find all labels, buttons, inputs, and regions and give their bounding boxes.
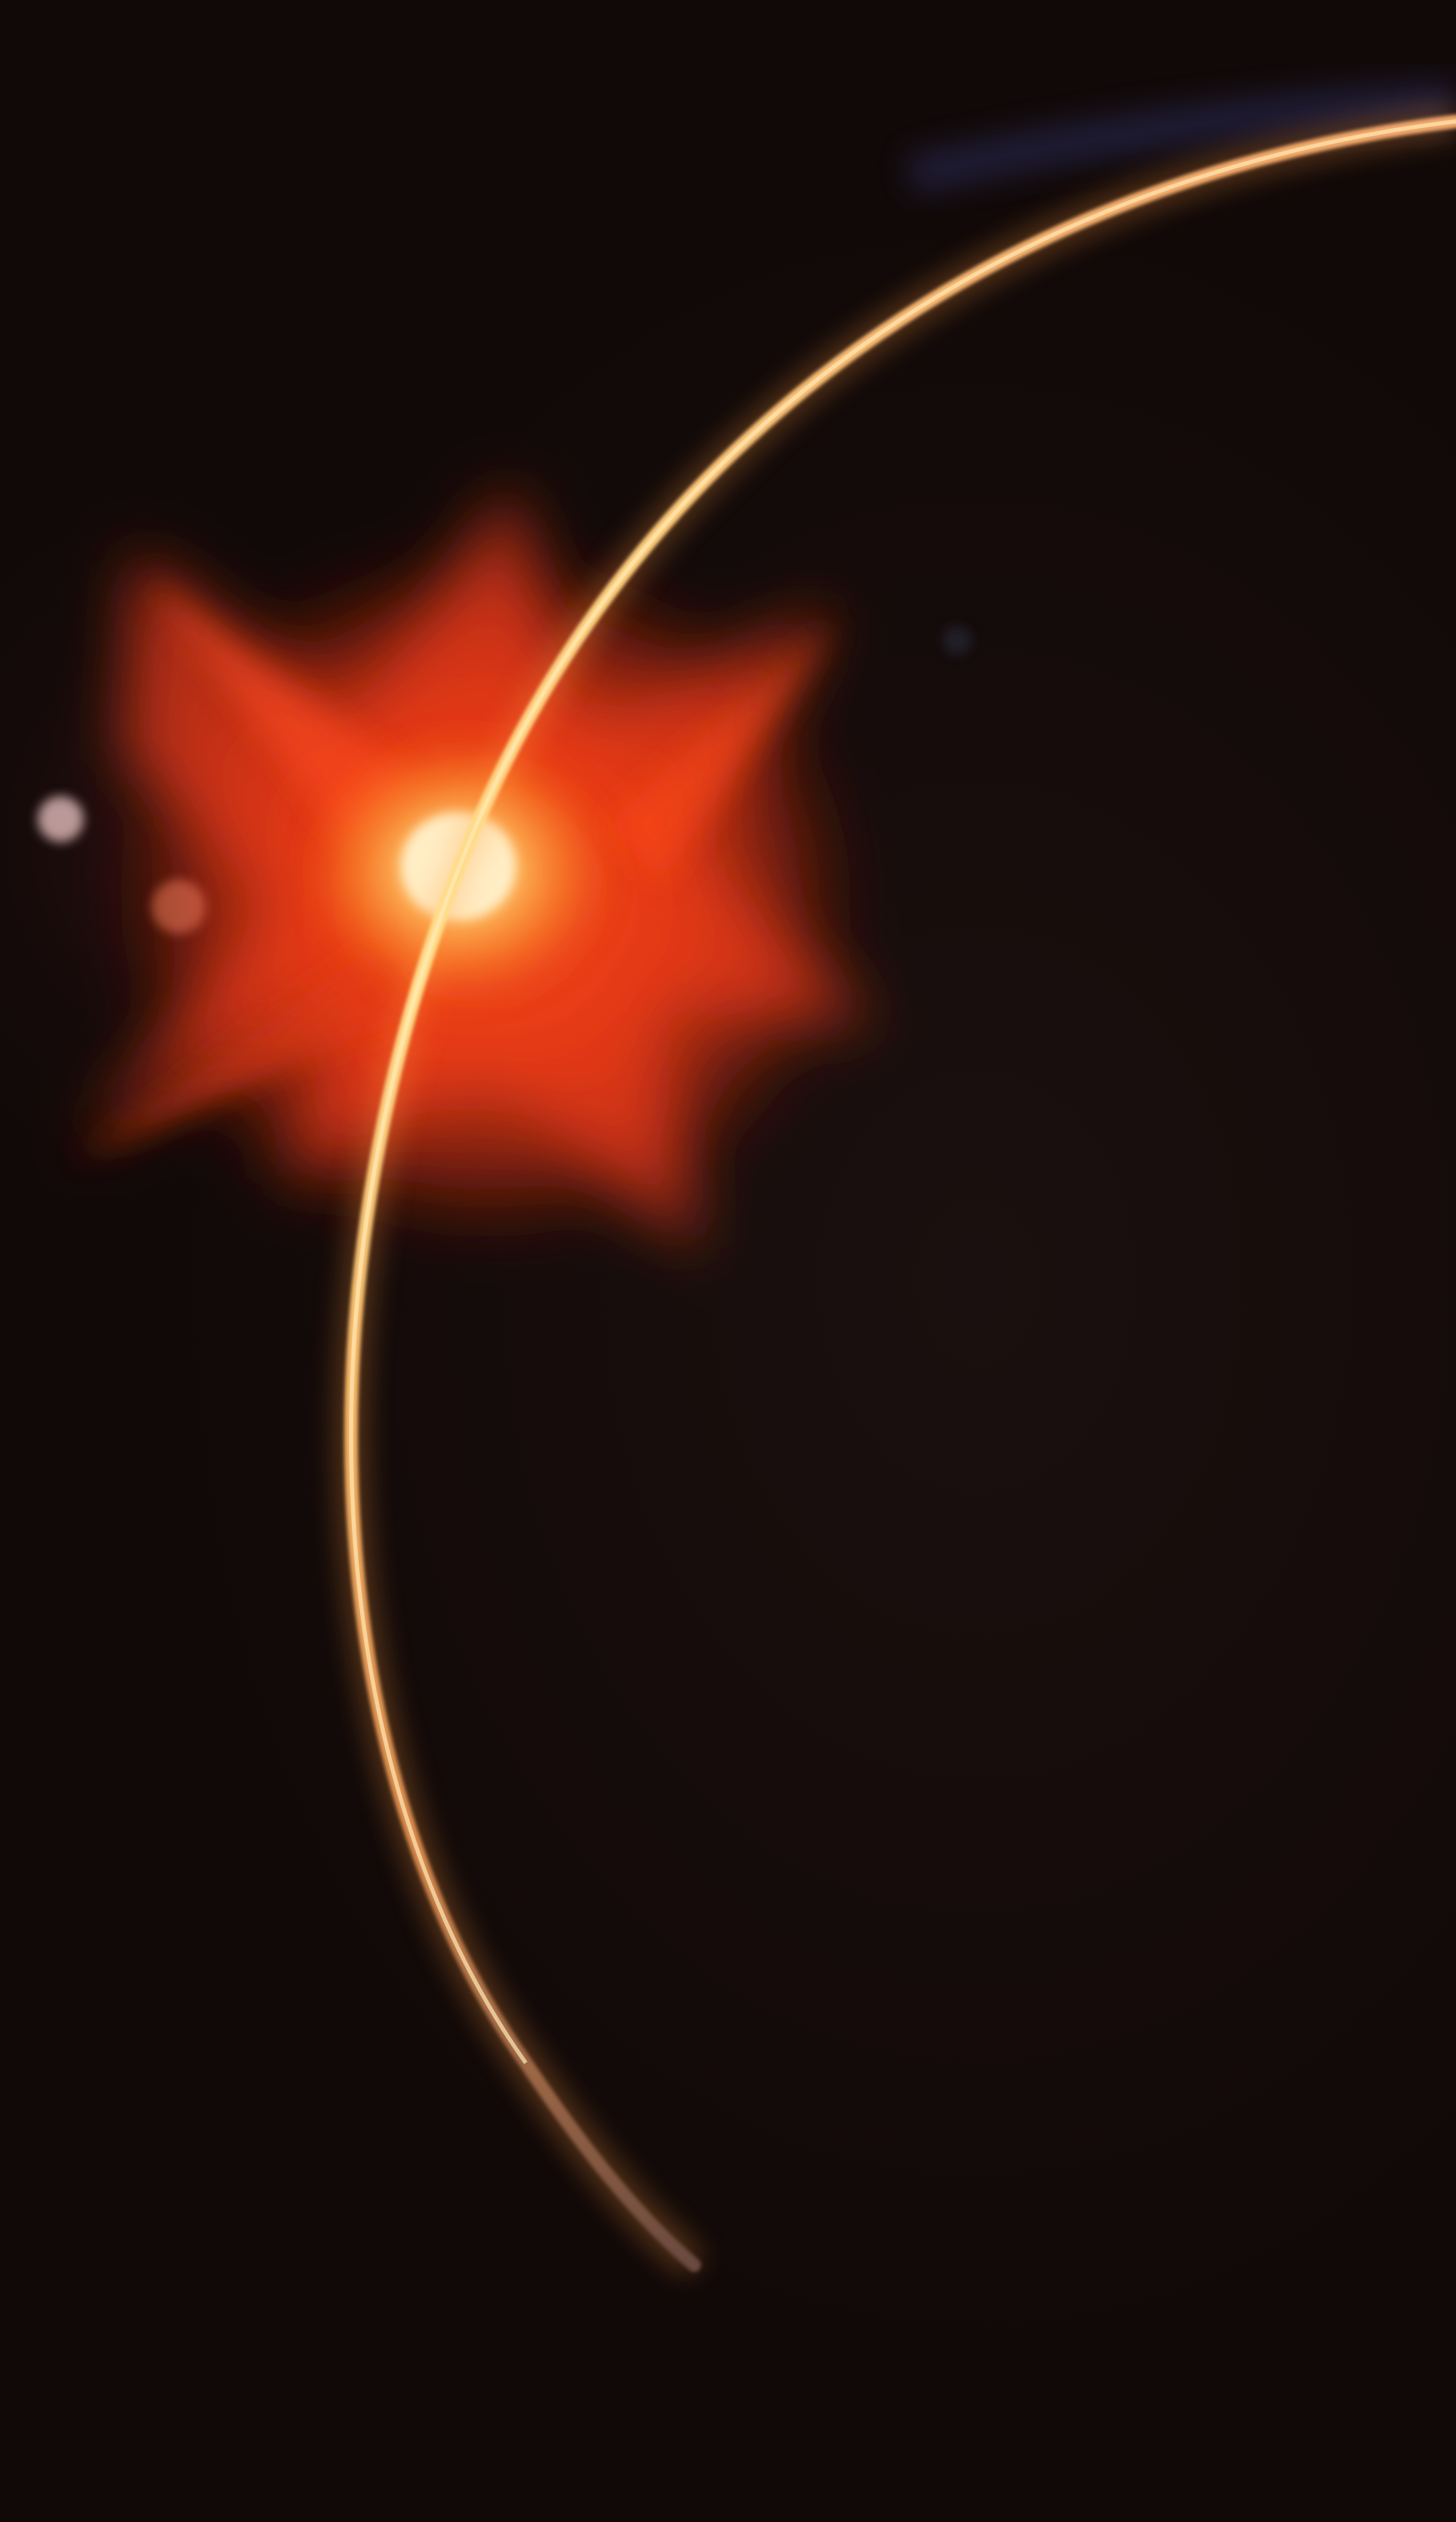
horizon-rim — [337, 108, 1456, 2276]
lens-spots — [38, 626, 972, 934]
atmosphere-glow — [905, 81, 1456, 196]
